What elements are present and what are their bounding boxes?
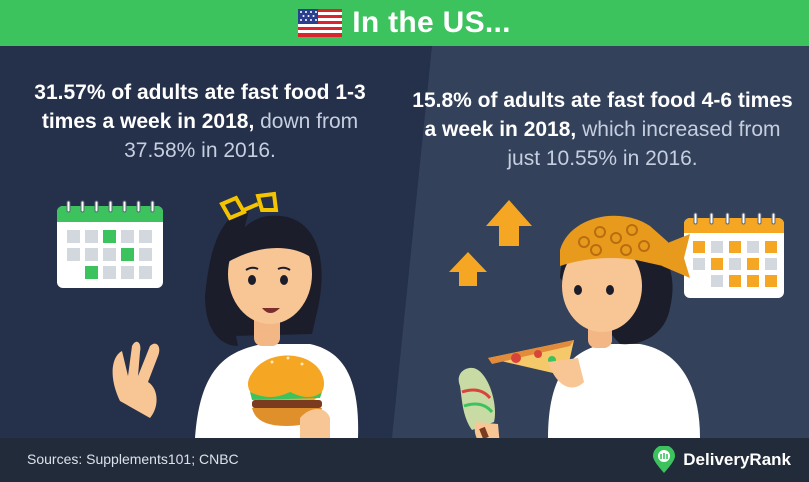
- panel-backgrounds: [0, 46, 809, 438]
- brand: DeliveryRank: [651, 446, 791, 474]
- woman-eating-pizza-illustration: [458, 215, 700, 438]
- footer: Sources: Supplements101; CNBC DeliveryRa…: [0, 438, 809, 482]
- header-banner: In the US...: [0, 0, 809, 46]
- woman-eating-burger-illustration: [112, 191, 359, 438]
- page-title: In the US...: [352, 6, 511, 39]
- right-stat-text: 15.8% of adults ate fast food 4-6 times …: [410, 86, 795, 173]
- right-stat-highlight: 15.8% of adults ate fast food 4-6 times …: [412, 89, 793, 141]
- calendar-icon: [684, 212, 784, 298]
- arrow-up-icon: [449, 200, 532, 286]
- right-stat-detail: which increased from just 10.55% in 2016…: [507, 118, 781, 170]
- left-stat-detail: down from 37.58% in 2016.: [124, 110, 359, 162]
- brand-name: DeliveryRank: [683, 450, 791, 469]
- us-flag-icon: [298, 9, 343, 37]
- calendar-icon: [57, 200, 163, 288]
- left-stat-text: 31.57% of adults ate fast food 1-3 times…: [25, 78, 375, 165]
- delivery-rank-logo-icon: [653, 446, 676, 473]
- sources-text: Sources: Supplements101; CNBC: [27, 451, 239, 467]
- left-stat-highlight: 31.57% of adults ate fast food 1-3 times…: [34, 81, 366, 133]
- panels: 31.57% of adults ate fast food 1-3 times…: [0, 46, 809, 438]
